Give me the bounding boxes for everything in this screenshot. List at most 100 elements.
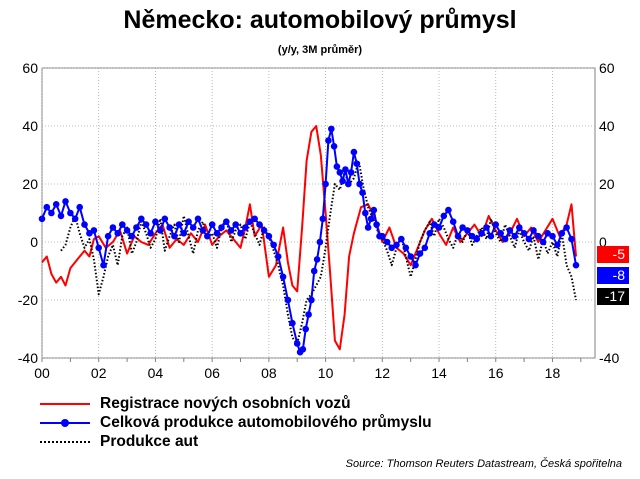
x-tick-label: 18: [545, 365, 561, 381]
series-point-1: [359, 189, 366, 196]
series-point-1: [516, 224, 523, 231]
series-point-1: [43, 203, 51, 211]
series-point-1: [328, 125, 335, 133]
series-point-1: [520, 230, 528, 237]
series-point-1: [539, 238, 547, 246]
series-point-1: [388, 244, 396, 252]
series-point-1: [449, 218, 457, 225]
series-point-1: [194, 215, 202, 223]
series-point-1: [157, 227, 164, 234]
y-tick-label-right: 60: [599, 60, 615, 76]
series-point-1: [350, 148, 358, 156]
series-point-1: [223, 218, 230, 225]
y-tick-label-left: 40: [22, 118, 38, 134]
series-point-1: [563, 224, 570, 231]
x-tick-label: 06: [204, 365, 220, 381]
series-point-1: [213, 230, 221, 237]
y-tick-label-right: 20: [599, 176, 615, 192]
series-point-1: [353, 160, 361, 167]
series-point-1: [48, 209, 55, 217]
series-point-1: [227, 227, 235, 234]
series-point-1: [90, 227, 98, 234]
series-point-1: [506, 227, 514, 234]
end-value-label-2: -17: [605, 288, 625, 304]
series-point-1: [464, 227, 471, 234]
series-point-1: [67, 209, 74, 217]
x-tick-label: 14: [431, 365, 447, 381]
series-point-1: [549, 232, 556, 240]
series-point-1: [175, 221, 183, 228]
series-point-1: [316, 238, 324, 246]
series-line-2: [60, 159, 577, 345]
series-point-1: [109, 224, 117, 231]
series-point-1: [379, 232, 386, 240]
series-point-1: [492, 221, 500, 228]
series-point-1: [473, 235, 481, 243]
end-value-label-1: -8: [613, 267, 626, 283]
x-tick-label: 00: [34, 365, 50, 381]
legend-swatch-red-line: [40, 402, 90, 405]
legend: Registrace nových osobních vozů Celková …: [38, 394, 432, 451]
series-point-1: [81, 221, 88, 228]
series-point-1: [142, 221, 150, 228]
series-point-1: [71, 215, 79, 223]
series-point-1: [38, 215, 46, 223]
series-point-1: [535, 232, 542, 240]
series-point-1: [52, 201, 60, 208]
series-point-1: [313, 256, 321, 263]
series-point-1: [308, 296, 315, 304]
series-point-1: [57, 212, 65, 220]
series-point-1: [246, 218, 254, 225]
series-point-1: [189, 224, 197, 231]
series-point-1: [293, 340, 301, 347]
series-point-1: [383, 238, 391, 246]
series-point-1: [398, 235, 405, 243]
series-point-1: [279, 273, 287, 281]
y-tick-label-right: 0: [599, 234, 607, 250]
series-point-1: [270, 241, 278, 249]
chart-title: Německo: automobilový průmysl: [123, 6, 517, 34]
series-point-1: [185, 218, 192, 225]
x-tick-label: 10: [318, 365, 334, 381]
legend-item-celkova-produkce: Celková produkce automobilového průmyslu: [38, 413, 432, 432]
series-point-1: [367, 215, 375, 223]
end-value-box-2: [597, 288, 629, 305]
source-note: Source: Thomson Reuters Datastream, Česk…: [345, 458, 622, 470]
series-point-1: [370, 206, 378, 214]
series-point-1: [568, 235, 575, 243]
y-tick-label-left: -20: [18, 292, 38, 308]
series-point-1: [119, 221, 126, 228]
series-point-1: [530, 227, 537, 234]
series-point-1: [299, 346, 307, 353]
series-point-1: [166, 224, 173, 231]
legend-item-produkce-aut: Produkce aut: [38, 432, 432, 451]
y-tick-label-left: 20: [22, 176, 38, 192]
series-point-1: [199, 227, 207, 234]
series-point-1: [76, 203, 83, 211]
series-point-1: [289, 319, 296, 327]
series-point-1: [544, 230, 551, 237]
end-value-label-0: -5: [613, 246, 626, 262]
series-point-1: [138, 215, 145, 223]
series-point-1: [260, 227, 268, 234]
x-tick-label: 02: [91, 365, 107, 381]
series-point-1: [325, 137, 332, 144]
series-point-1: [305, 311, 312, 318]
series-point-1: [128, 232, 136, 240]
series-point-1: [302, 325, 310, 333]
series-point-1: [478, 230, 485, 237]
x-tick-label: 16: [488, 365, 504, 381]
series-point-1: [445, 206, 452, 214]
series-point-1: [62, 198, 69, 205]
series-point-1: [274, 253, 282, 260]
series-point-1: [152, 218, 159, 225]
series-point-1: [161, 215, 169, 223]
series-point-1: [497, 230, 504, 237]
series-point-1: [256, 221, 263, 228]
series-point-1: [487, 232, 495, 240]
series-point-1: [204, 232, 211, 240]
series-point-1: [330, 143, 338, 150]
series-point-1: [123, 227, 131, 234]
y-tick-label-left: -40: [18, 350, 38, 366]
